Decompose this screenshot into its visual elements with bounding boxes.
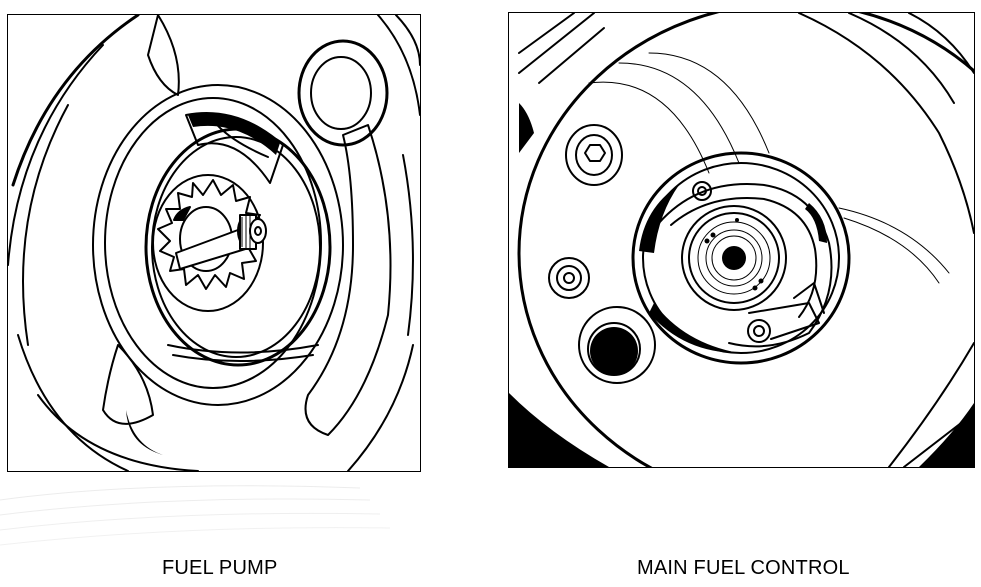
main-fuel-control-caption: MAIN FUEL CONTROL bbox=[637, 557, 850, 579]
main-fuel-control-drawing bbox=[509, 13, 974, 467]
fuel-pump-caption: FUEL PUMP bbox=[162, 557, 278, 579]
scan-streaks bbox=[0, 485, 391, 546]
fuel-pump-figure bbox=[7, 14, 421, 472]
main-fuel-control-figure bbox=[508, 12, 975, 468]
fuel-pump-drawing bbox=[8, 15, 420, 471]
